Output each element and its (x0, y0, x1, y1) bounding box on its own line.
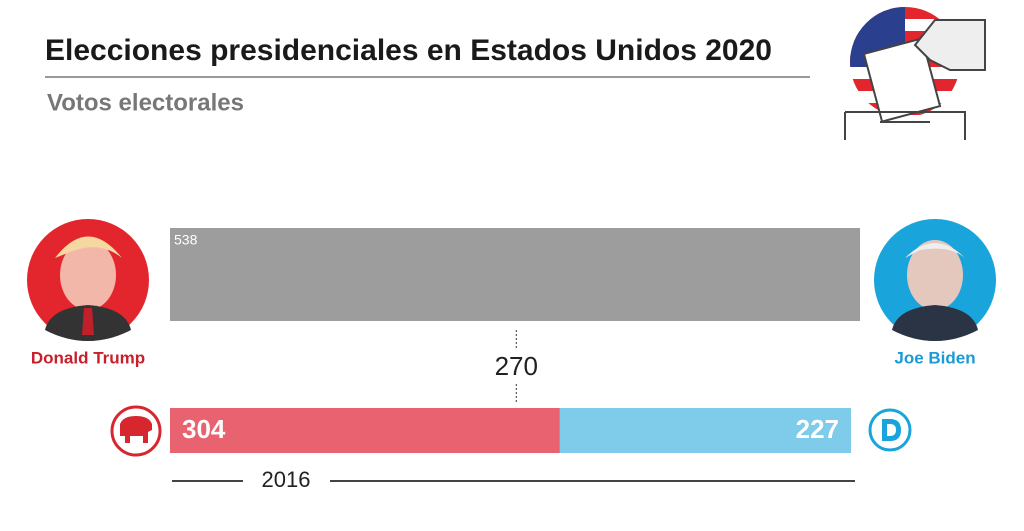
total-bar (170, 228, 860, 321)
biden-portrait (874, 219, 996, 341)
legend-label: Joe Biden (894, 348, 975, 367)
democrat-logo (868, 408, 912, 452)
result-bar (170, 408, 560, 453)
total-label: 538 (174, 232, 198, 248)
threshold-label: 270 (495, 351, 538, 381)
value-label: 304 (182, 414, 226, 444)
republican-logo (110, 405, 162, 457)
result-bar (559, 408, 852, 453)
year-label: 2016 (262, 467, 311, 492)
legend-label: Donald Trump (31, 348, 145, 367)
value-label: 227 (796, 414, 839, 444)
trump-portrait (27, 219, 149, 341)
chart-subtitle: Votos electorales (47, 89, 244, 116)
chart-title: Elecciones presidenciales en Estados Uni… (45, 34, 772, 67)
ballot-icon (844, 7, 986, 140)
